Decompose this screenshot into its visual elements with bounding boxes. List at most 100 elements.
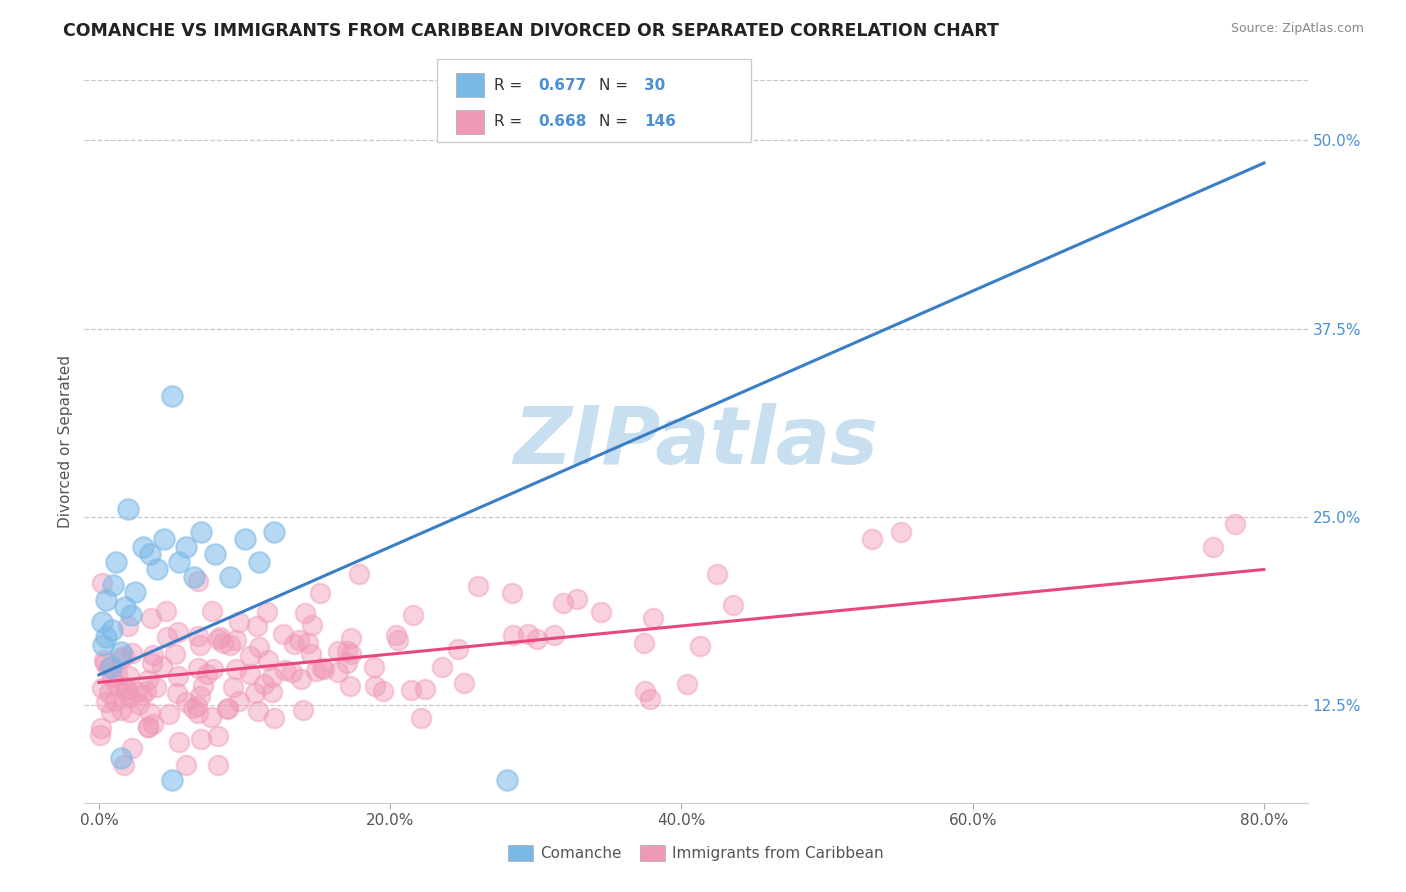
Point [91,575,114,590]
Point [239,649,262,664]
Point [141,656,163,670]
Point [98,686,121,700]
Point [100,660,122,674]
Point [97,661,120,675]
Point [103,577,125,591]
Point [89,728,111,742]
Point [689,640,711,654]
Point [200,710,222,724]
Point [115,683,138,698]
Point [188,638,211,652]
Point [312,662,335,676]
Point [105,668,128,682]
Point [176,758,198,772]
Point [112,648,135,663]
Point [118,690,141,704]
Point [256,605,278,619]
Point [110,703,132,717]
Point [274,663,297,677]
Point [117,502,139,516]
Point [157,707,180,722]
Point [387,632,409,647]
Point [721,598,744,612]
Point [228,615,250,629]
Text: 146: 146 [644,114,676,129]
Point [112,758,135,772]
Point [309,586,332,600]
Point [96,630,118,644]
Text: ZIPatlas: ZIPatlas [513,402,879,481]
Point [301,617,323,632]
Point [105,678,128,692]
Point [305,665,328,679]
Point [253,677,276,691]
Point [399,682,422,697]
Point [142,648,165,663]
Point [502,628,524,642]
Point [543,627,565,641]
Point [201,604,224,618]
Point [146,562,169,576]
Point [336,644,359,658]
Point [201,662,224,676]
Point [495,773,517,788]
Point [183,701,205,715]
Point [633,636,655,650]
Point [110,645,132,659]
Point [294,606,316,620]
Point [167,624,190,639]
Point [638,691,661,706]
Point [271,627,294,641]
Point [110,651,132,665]
Point [190,524,212,539]
Point [139,706,162,720]
Point [328,644,350,658]
Point [167,735,190,749]
Point [187,706,209,720]
Point [90,681,112,695]
Point [233,533,256,547]
Point [212,636,235,650]
Text: COMANCHE VS IMMIGRANTS FROM CARIBBEAN DIVORCED OR SEPARATED CORRELATION CHART: COMANCHE VS IMMIGRANTS FROM CARIBBEAN DI… [63,22,1000,40]
Point [1223,517,1246,532]
Point [517,627,540,641]
Point [339,631,361,645]
Point [187,661,209,675]
Point [125,685,148,699]
Point [207,632,229,646]
Point [204,548,226,562]
Point [90,615,112,630]
Point [385,627,408,641]
Point [340,647,363,661]
Y-axis label: Divorced or Separated: Divorced or Separated [58,355,73,528]
Text: 30: 30 [644,78,665,93]
Point [243,686,266,700]
Point [136,720,159,734]
Point [225,662,247,676]
Point [145,680,167,694]
Point [706,567,728,582]
Text: 0.677: 0.677 [538,78,586,93]
Point [565,591,588,606]
Point [526,632,548,647]
Point [136,720,159,734]
Point [124,585,146,599]
Legend: Comanche, Immigrants from Caribbean: Comanche, Immigrants from Caribbean [502,838,890,867]
Point [219,638,242,652]
Text: N =: N = [599,114,633,129]
Text: Source: ZipAtlas.com: Source: ZipAtlas.com [1230,22,1364,36]
Point [166,686,188,700]
Point [280,665,302,680]
Point [114,600,136,615]
Point [297,636,319,650]
Point [100,705,122,719]
Point [225,633,247,648]
Point [402,607,425,622]
Point [339,679,361,693]
Point [136,673,159,687]
Point [114,680,136,694]
Point [93,653,115,667]
Point [1202,540,1225,554]
Point [156,630,179,644]
Point [96,592,118,607]
